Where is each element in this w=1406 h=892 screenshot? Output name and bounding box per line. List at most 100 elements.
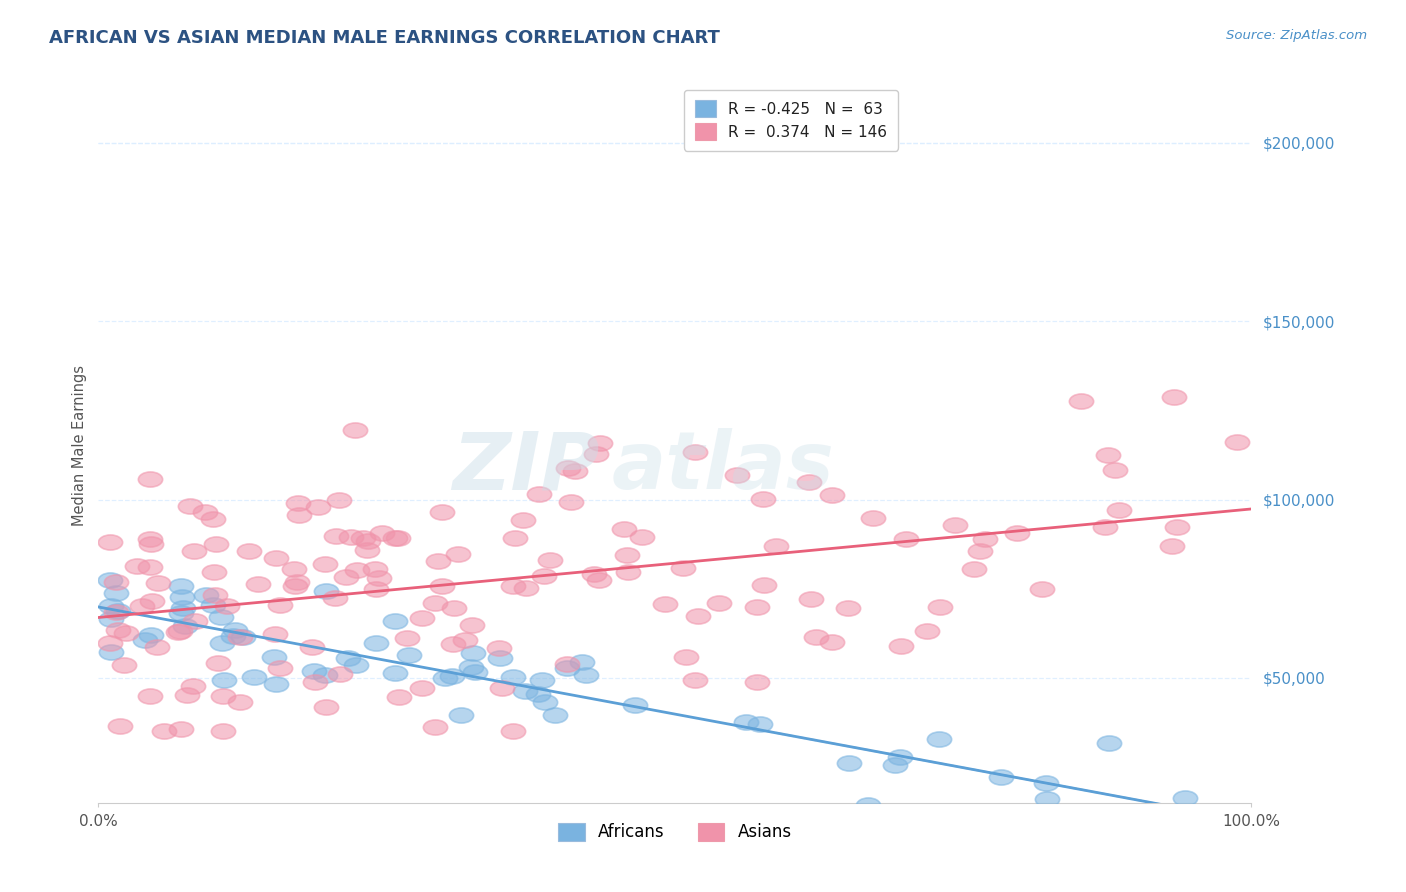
Point [283, 561, 305, 575]
Point [745, 600, 768, 615]
Point [105, 605, 128, 619]
Point [146, 640, 169, 655]
Point [139, 690, 162, 704]
Point [1097, 448, 1119, 462]
Point [564, 464, 586, 478]
Point [800, 591, 823, 606]
Point [343, 423, 366, 437]
Point [974, 532, 997, 546]
Point [211, 636, 233, 650]
Point [335, 570, 357, 584]
Point [284, 579, 307, 593]
Point [201, 598, 224, 612]
Point [356, 543, 378, 558]
Point [214, 673, 236, 687]
Point [323, 591, 346, 606]
Point [325, 529, 347, 543]
Point [247, 577, 270, 591]
Point [1226, 435, 1249, 450]
Point [170, 579, 193, 593]
Point [285, 574, 308, 589]
Point [302, 664, 325, 678]
Point [98, 534, 121, 549]
Point [544, 708, 567, 723]
Point [141, 628, 163, 642]
Point [1104, 463, 1126, 477]
Point [314, 667, 336, 681]
Point [555, 661, 578, 675]
Point [204, 565, 226, 579]
Point [589, 435, 612, 450]
Point [364, 636, 387, 650]
Point [751, 492, 773, 507]
Point [512, 513, 534, 527]
Point [138, 472, 160, 486]
Point [366, 582, 388, 596]
Point [707, 596, 730, 610]
Point [686, 609, 709, 624]
Point [447, 547, 470, 561]
Point [503, 532, 526, 546]
Point [527, 487, 550, 501]
Point [357, 534, 380, 549]
Point [217, 599, 239, 614]
Point [108, 719, 131, 733]
Point [943, 518, 966, 533]
Point [100, 599, 122, 613]
Point [488, 641, 510, 656]
Point [174, 619, 197, 633]
Point [100, 645, 122, 659]
Point [765, 540, 787, 554]
Point [748, 716, 770, 731]
Point [100, 611, 122, 625]
Point [314, 557, 336, 571]
Point [398, 648, 420, 663]
Point [411, 611, 433, 625]
Point [202, 512, 225, 526]
Point [107, 624, 129, 638]
Point [489, 651, 512, 665]
Point [821, 634, 844, 648]
Point [433, 671, 456, 685]
Point [533, 568, 555, 582]
Point [837, 600, 859, 615]
Point [461, 646, 484, 660]
Point [224, 623, 246, 637]
Point [969, 544, 991, 558]
Point [232, 630, 254, 644]
Point [315, 583, 337, 598]
Point [229, 630, 252, 644]
Point [1005, 525, 1028, 540]
Point [112, 658, 135, 673]
Point [799, 475, 821, 489]
Point [555, 657, 578, 671]
Point [1070, 394, 1092, 409]
Point [183, 615, 205, 629]
Point [242, 670, 264, 684]
Point [423, 720, 446, 734]
Point [915, 624, 938, 639]
Point [557, 461, 579, 475]
Point [148, 575, 170, 590]
Point [1031, 582, 1053, 597]
Point [560, 494, 582, 508]
Point [571, 655, 593, 669]
Point [98, 573, 121, 587]
Point [883, 757, 905, 772]
Point [1163, 390, 1185, 404]
Point [460, 659, 482, 673]
Point [195, 588, 218, 602]
Point [745, 675, 768, 690]
Point [315, 699, 337, 714]
Point [1108, 503, 1130, 517]
Legend: Africans, Asians: Africans, Asians [551, 816, 799, 848]
Point [134, 632, 156, 647]
Point [527, 687, 550, 701]
Point [388, 690, 411, 704]
Point [890, 639, 912, 653]
Point [139, 533, 162, 547]
Point [169, 624, 191, 638]
Point [371, 525, 394, 540]
Point [264, 551, 287, 566]
Point [266, 677, 288, 691]
